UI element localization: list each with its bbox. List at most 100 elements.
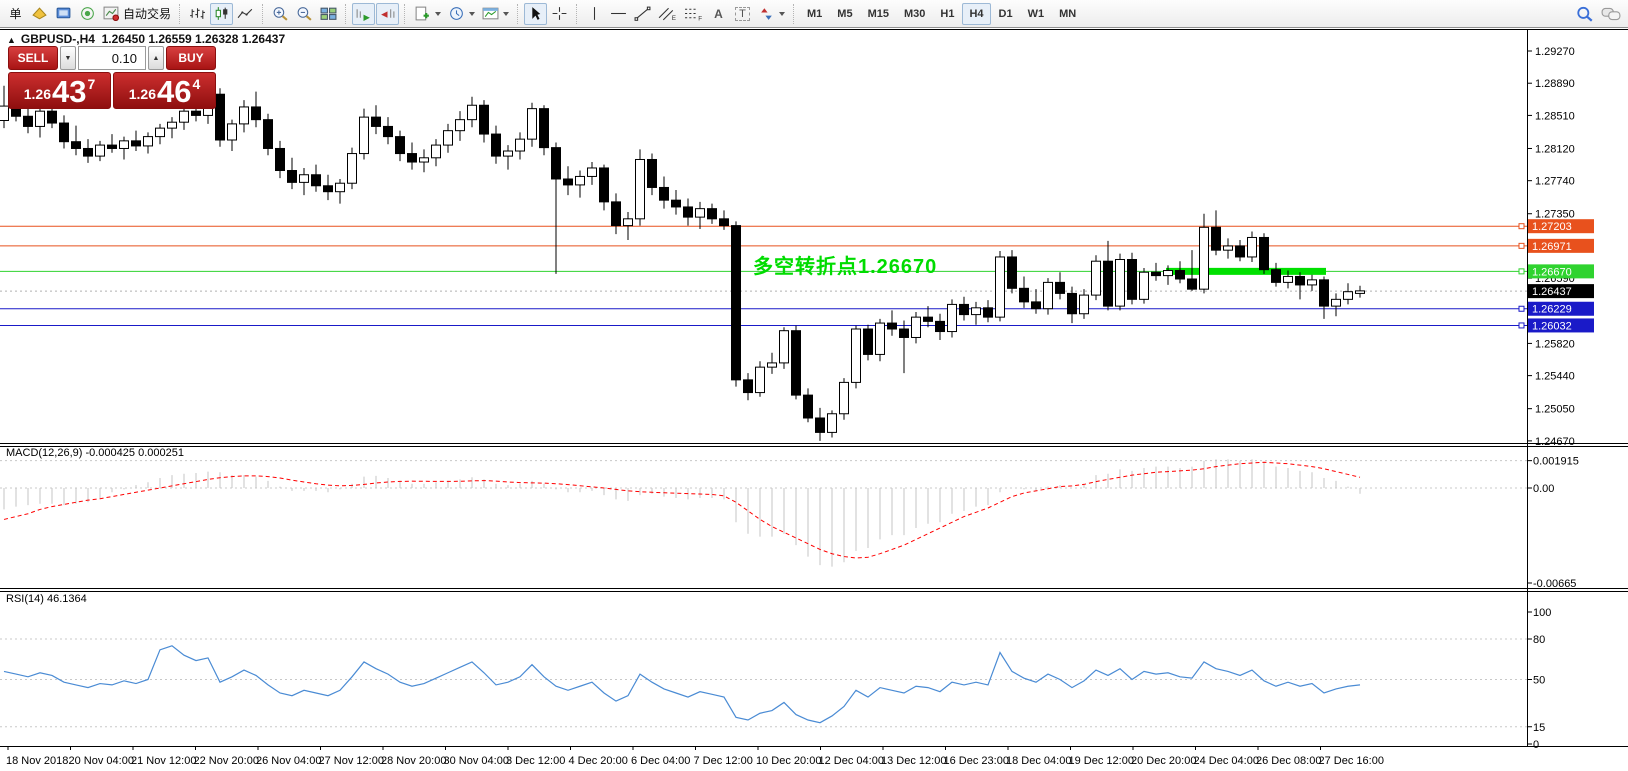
pivot-annotation[interactable]: 多空转折点1.26670 (753, 256, 938, 278)
green-trend-segment[interactable] (1166, 267, 1326, 275)
price-tick-label: 1.29270 (1535, 46, 1575, 58)
candle (1295, 275, 1305, 286)
time-tick-label: 16 Dec 23:00 (944, 755, 1009, 767)
time-tick-label: 13 Dec 12:00 (881, 755, 946, 767)
buy-price-prefix: 1.26 (128, 86, 156, 102)
buy-price[interactable]: 1.26 46 4 (113, 72, 216, 109)
candle (1175, 270, 1185, 280)
candle (779, 330, 789, 364)
volume-down-button[interactable]: ▼ (60, 46, 76, 70)
candle (83, 147, 93, 157)
line-handle (1518, 305, 1525, 312)
candle (863, 328, 873, 355)
candle (539, 108, 549, 149)
candle (899, 328, 909, 338)
templates-button[interactable] (479, 3, 512, 25)
candle (947, 303, 957, 333)
autotrading-button[interactable]: 自动交易 (100, 3, 174, 25)
price-level-label: 1.27203 (1532, 221, 1572, 233)
volume-up-button[interactable]: ▲ (148, 46, 164, 70)
line-handle (1518, 268, 1525, 275)
periods-button[interactable] (445, 3, 478, 25)
buy-button[interactable]: BUY (166, 46, 216, 70)
tile-windows-icon[interactable] (317, 3, 340, 25)
candle (1355, 290, 1365, 294)
candle (827, 413, 837, 433)
timeframe-d1[interactable]: D1 (998, 7, 1013, 20)
candlesticks (0, 85, 1365, 441)
sell-price[interactable]: 1.26 43 7 (8, 72, 111, 109)
candle (1055, 281, 1065, 294)
template-icon (482, 7, 499, 20)
timeframe-m1[interactable]: M1 (807, 7, 823, 20)
price-tick-label: 1.25440 (1535, 371, 1575, 383)
timeframe-w1[interactable]: W1 (1027, 7, 1045, 20)
chart-shift-icon[interactable] (376, 2, 400, 25)
collapse-icon[interactable]: ▲ (7, 35, 16, 45)
cursor-icon[interactable] (524, 2, 548, 25)
time-tick-label: 18 Dec 04:00 (1006, 755, 1071, 767)
candle (371, 116, 381, 127)
signals-icon[interactable] (76, 3, 99, 25)
candle (791, 330, 801, 396)
new-order-button[interactable]: 单 (4, 3, 27, 25)
candle (875, 322, 885, 355)
candle (515, 138, 525, 152)
toolbar-separator (262, 3, 264, 24)
arrows-tool-button[interactable] (755, 3, 788, 25)
new-chart-button[interactable] (411, 3, 444, 25)
sell-button[interactable]: SELL (8, 46, 58, 70)
price-level-badge (1528, 284, 1594, 299)
candle (431, 144, 441, 159)
zoom-out-icon[interactable] (293, 3, 316, 25)
candle (383, 125, 393, 138)
community-icon[interactable] (52, 3, 75, 25)
timeframe-h4[interactable]: H4 (962, 2, 991, 25)
candle (1091, 260, 1101, 296)
candle (575, 175, 585, 186)
trendline-icon[interactable] (631, 3, 654, 25)
candle (335, 182, 345, 193)
line-chart-icon[interactable] (234, 3, 257, 25)
candlestick-chart-icon[interactable] (210, 2, 234, 25)
vertical-line-icon[interactable] (583, 3, 606, 25)
timeframe-m5[interactable]: M5 (837, 7, 853, 20)
horizontal-line-icon[interactable] (607, 3, 630, 25)
time-tick-label: 7 Dec 12:00 (694, 755, 753, 767)
zoom-in-icon[interactable] (269, 3, 292, 25)
buy-price-big: 46 (156, 74, 192, 110)
bar-chart-icon[interactable] (186, 3, 209, 25)
candle (59, 122, 69, 143)
text-label-tool-button[interactable]: T (731, 3, 754, 25)
candle (683, 206, 693, 218)
fibo-sub-label: F (698, 15, 702, 21)
timeframe-m15[interactable]: M15 (867, 7, 889, 20)
fibonacci-icon[interactable]: F (681, 3, 706, 25)
candle (467, 104, 477, 121)
timeframe-m30[interactable]: M30 (903, 7, 926, 20)
auto-scroll-icon[interactable] (352, 2, 376, 25)
price-tick-label: 1.27740 (1535, 176, 1575, 188)
rsi-tick-label: 100 (1533, 607, 1551, 619)
candle (359, 116, 369, 155)
crosshair-icon[interactable] (548, 3, 571, 25)
timeframe-mn[interactable]: MN (1059, 7, 1077, 20)
timeframe-h1[interactable]: H1 (940, 7, 955, 20)
dropdown-arrow-icon (503, 11, 510, 16)
candle (911, 316, 921, 338)
search-icon[interactable] (1573, 3, 1597, 25)
price-axis[interactable]: 1.29270 1.28890 1.28510 1.28120 1.27740 1.273… (1518, 46, 1594, 751)
time-tick-label: 6 Dec 04:00 (631, 755, 690, 767)
equidistant-channel-icon[interactable]: E (655, 3, 680, 25)
rsi-tick-label: 50 (1533, 675, 1545, 687)
new-order-label: 单 (9, 7, 22, 21)
toolbar-separator (404, 3, 406, 24)
candle (323, 185, 333, 193)
candle (671, 199, 681, 208)
volume-input[interactable] (78, 46, 146, 70)
chat-icon[interactable] (1598, 3, 1624, 25)
text-tool-button[interactable]: A (707, 3, 730, 25)
market-icon[interactable] (28, 3, 51, 25)
